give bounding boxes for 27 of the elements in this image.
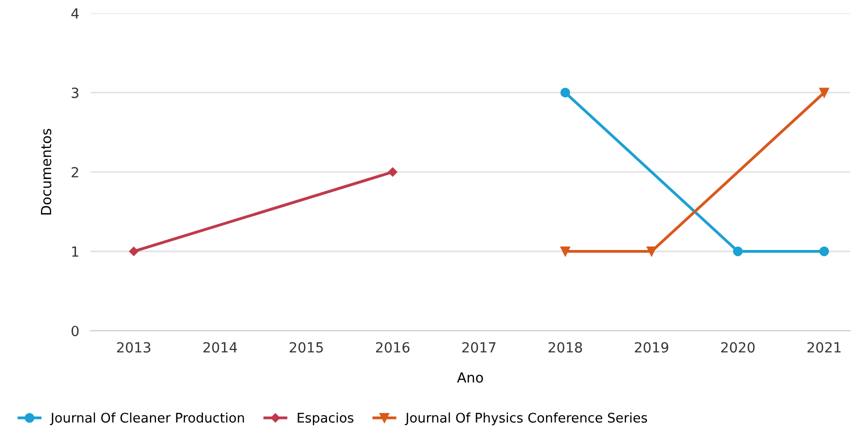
x-tick-label: 2018 xyxy=(548,342,582,353)
point xyxy=(388,167,398,177)
legend-label: Journal Of Cleaner Production xyxy=(50,412,244,426)
y-tick-label: 4 xyxy=(71,8,79,19)
y-tick-label: 0 xyxy=(72,326,79,336)
y-tick-label: 3 xyxy=(72,88,78,98)
x-axis-title: Ano xyxy=(457,372,483,383)
y-tick-label: 2 xyxy=(72,166,78,178)
x-tick-label: 2014 xyxy=(203,342,237,353)
point xyxy=(646,246,656,256)
x-tick-label: 2016 xyxy=(376,342,410,353)
x-tick-label: 2013 xyxy=(117,342,150,353)
point xyxy=(819,88,830,98)
point xyxy=(129,246,138,256)
point xyxy=(560,246,570,256)
x-tick-label: 2017 xyxy=(462,342,496,353)
legend-label: Espacios xyxy=(298,412,354,426)
x-tick-label: 2020 xyxy=(721,342,755,353)
point xyxy=(733,246,743,256)
point xyxy=(819,246,830,256)
x-tick-label: 2019 xyxy=(634,342,668,353)
y-tick-label: 1 xyxy=(72,246,78,257)
y-axis-title: Documentos xyxy=(40,128,52,214)
x-tick-label: 2021 xyxy=(808,342,841,353)
legend-label: Journal Of Physics Conference Series xyxy=(404,412,648,426)
point xyxy=(560,88,570,98)
x-tick-label: 2015 xyxy=(290,342,323,353)
